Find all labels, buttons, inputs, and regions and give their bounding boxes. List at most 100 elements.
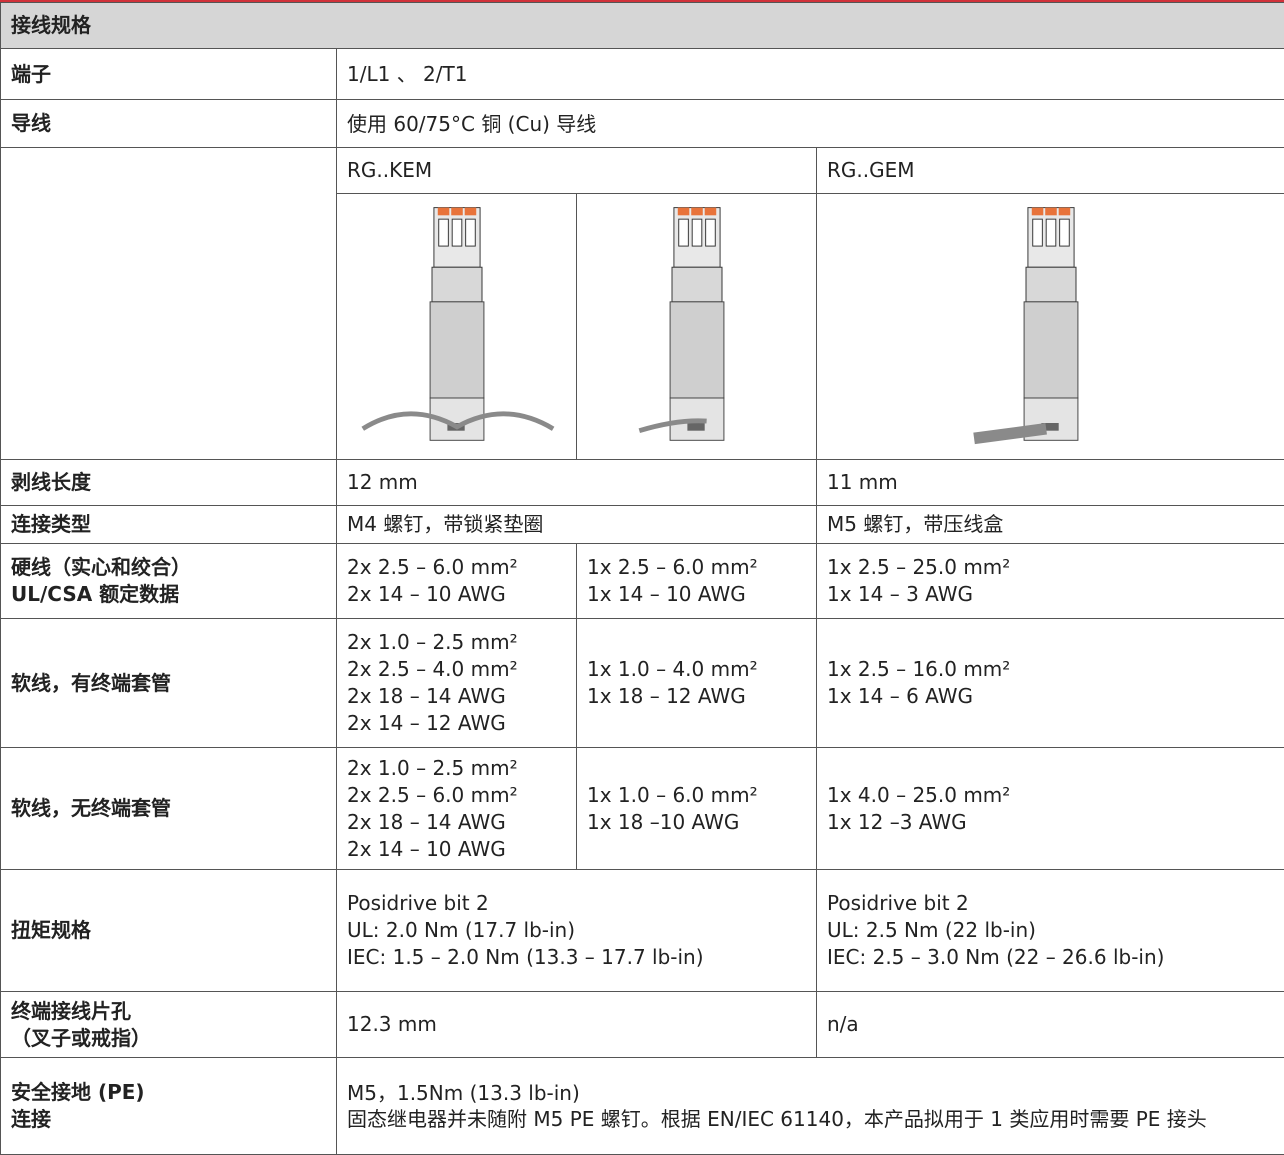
cell-line: 2x 2.5 – 6.0 mm² [347, 782, 566, 809]
blank-cell [1, 148, 337, 460]
row-label: 硬线（实心和绞合）UL/CSA 额定数据 [1, 544, 337, 619]
cell-line: （叉子或戒指） [11, 1025, 326, 1052]
table-title: 接线规格 [1, 3, 1284, 49]
cell-line: 1x 2.5 – 16.0 mm² [827, 656, 1274, 683]
cell-line: 2x 18 – 14 AWG [347, 809, 566, 836]
cell-line: UL/CSA 额定数据 [11, 581, 326, 608]
row-label: 软线，无终端套管 [1, 748, 337, 870]
cell-line: M5 螺钉，带压线盒 [827, 511, 1274, 538]
cell-line: 1x 1.0 – 6.0 mm² [587, 782, 806, 809]
cell-line: 1x 2.5 – 6.0 mm² [587, 554, 806, 581]
cell-line: 2x 14 – 10 AWG [347, 836, 566, 863]
row-label: 剥线长度 [1, 460, 337, 506]
row-value: 12 mm [337, 460, 817, 506]
cell-line: 2x 14 – 10 AWG [347, 581, 566, 608]
row-value: 使用 60/75°C 铜 (Cu) 导线 [337, 100, 1284, 148]
cell-line: 硬线（实心和绞合） [11, 554, 326, 581]
table-row: 终端接线片孔（叉子或戒指） 12.3 mm n/a [1, 992, 1284, 1058]
relay-drawing [951, 198, 1151, 448]
cell-line: 软线，无终端套管 [11, 795, 326, 822]
cell-line: 1x 12 –3 AWG [827, 809, 1274, 836]
row-value: n/a [817, 992, 1284, 1058]
image-cell [337, 194, 577, 460]
cell-line: Posidrive bit 2 [827, 890, 1274, 917]
table-row: 连接类型 M4 螺钉，带锁紧垫圈 M5 螺钉，带压线盒 [1, 506, 1284, 544]
relay-drawing [597, 198, 797, 448]
cell-line: 2x 2.5 – 6.0 mm² [347, 554, 566, 581]
image-cell [577, 194, 817, 460]
cell-line: 1x 14 – 6 AWG [827, 683, 1274, 710]
cell-line: UL: 2.0 Nm (17.7 lb-in) [347, 917, 806, 944]
table-row: 导线使用 60/75°C 铜 (Cu) 导线 [1, 100, 1284, 148]
cell-line: 1x 14 – 3 AWG [827, 581, 1274, 608]
table-row: 安全接地 (PE)连接 M5，1.5Nm (13.3 lb-in)固态继电器并未随… [1, 1058, 1284, 1155]
image-cell [817, 194, 1284, 460]
cell-line: 2x 2.5 – 4.0 mm² [347, 656, 566, 683]
row-value: M5 螺钉，带压线盒 [817, 506, 1284, 544]
cell-line: 2x 1.0 – 2.5 mm² [347, 755, 566, 782]
cell-line: 1x 2.5 – 25.0 mm² [827, 554, 1274, 581]
model-name: RG..KEM [337, 148, 817, 194]
cell-line: 12.3 mm [347, 1011, 806, 1038]
cell-line: 1x 18 – 12 AWG [587, 683, 806, 710]
row-label: 软线，有终端套管 [1, 619, 337, 748]
row-label: 导线 [1, 100, 337, 148]
row-label: 连接类型 [1, 506, 337, 544]
model-name: RG..GEM [817, 148, 1284, 194]
row-label: 端子 [1, 49, 337, 100]
table-row: 端子 1/L1 、 2/T1 [1, 49, 1284, 100]
cell-line: 1x 14 – 10 AWG [587, 581, 806, 608]
row-value: M5，1.5Nm (13.3 lb-in)固态继电器并未随附 M5 PE 螺钉。… [337, 1058, 1284, 1155]
row-label: 扭矩规格 [1, 870, 337, 992]
row-label: 终端接线片孔（叉子或戒指） [1, 992, 337, 1058]
cell-line: IEC: 2.5 – 3.0 Nm (22 – 26.6 lb-in) [827, 944, 1274, 971]
relay-drawing [357, 198, 557, 448]
cell-line: 1x 4.0 – 25.0 mm² [827, 782, 1274, 809]
cell-line: 终端接线片孔 [11, 998, 326, 1025]
cell-line: IEC: 1.5 – 2.0 Nm (13.3 – 17.7 lb-in) [347, 944, 806, 971]
cell-line: M5，1.5Nm (13.3 lb-in) [347, 1080, 1274, 1106]
cell-line: 剥线长度 [11, 469, 326, 496]
row-value: M4 螺钉，带锁紧垫圈 [337, 506, 817, 544]
cell-line: 1x 18 –10 AWG [587, 809, 806, 836]
row-value: 12.3 mm [337, 992, 817, 1058]
cell-line: n/a [827, 1011, 1274, 1038]
cell-line: 连接 [11, 1106, 326, 1133]
cell-line: 11 mm [827, 469, 1274, 496]
header-row: 接线规格 [1, 3, 1284, 49]
cell-line: 使用 60/75°C 铜 (Cu) 导线 [347, 111, 1274, 137]
cell-line: 安全接地 (PE) [11, 1079, 326, 1106]
cell-line: 软线，有终端套管 [11, 670, 326, 697]
cell-line: 端子 [11, 61, 326, 88]
cell-line: 12 mm [347, 469, 806, 496]
cell-line: 1x 1.0 – 4.0 mm² [587, 656, 806, 683]
cell-line: 扭矩规格 [11, 917, 326, 944]
cell-line: 2x 14 – 12 AWG [347, 710, 566, 737]
table-row: 剥线长度 12 mm 11 mm [1, 460, 1284, 506]
cell-line: Posidrive bit 2 [347, 890, 806, 917]
cell-line: UL: 2.5 Nm (22 lb-in) [827, 917, 1274, 944]
cell-line: 2x 1.0 – 2.5 mm² [347, 629, 566, 656]
cell-line: 1/L1 、 2/T1 [347, 61, 1274, 87]
cell-line: 2x 18 – 14 AWG [347, 683, 566, 710]
cell-line: M4 螺钉，带锁紧垫圈 [347, 511, 806, 538]
row-value: 1/L1 、 2/T1 [337, 49, 1284, 100]
